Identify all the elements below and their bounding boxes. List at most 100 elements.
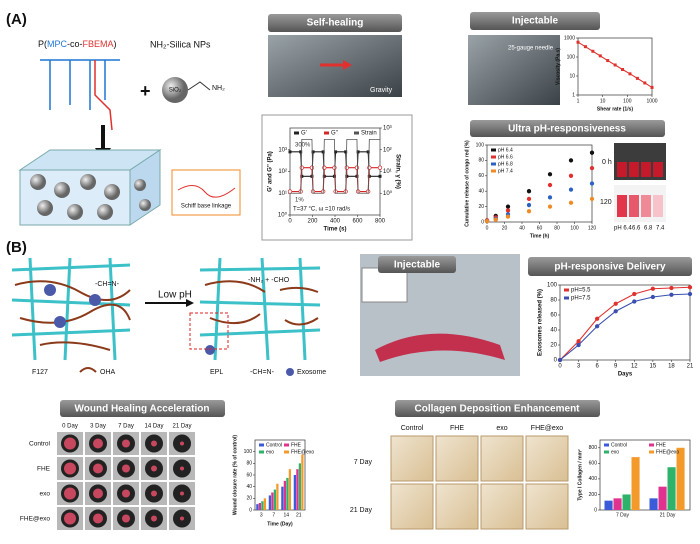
shape [44,284,56,296]
label: OHA [100,369,116,376]
x-tick-label: 7 Day [616,512,630,518]
marker [547,195,553,200]
y-tick-label: 200 [589,492,598,498]
label: F127 [32,369,48,376]
marker [598,54,602,58]
shape [653,162,663,177]
y-tick-label: 40 [550,328,557,334]
bar [276,483,279,510]
marker [526,189,532,194]
column-label: 21 Day [172,424,191,430]
x-tick-label: 40 [519,225,525,231]
line [559,293,691,361]
x-tick-label: 0 [288,219,292,225]
shape [80,174,96,190]
x-tick-label: 100 [623,98,632,104]
bar [301,454,304,510]
row-label: FHE@exo [20,516,50,523]
line [290,138,380,194]
y-tick-label: 100 [567,54,576,60]
legend-label: G'' [331,131,338,137]
wound [64,487,76,500]
bar [261,501,264,510]
label: NH₂ [212,85,225,92]
marker [669,285,674,291]
marker [505,214,511,219]
legend-label: FHE [656,442,667,448]
y-tick-label: 60 [550,313,557,319]
x-tick-label: 15 [650,364,657,370]
shape [629,195,639,217]
x-tick-label: 14 [283,512,289,518]
wound [180,491,184,496]
shape [37,200,53,216]
marker [505,204,511,209]
shape [629,162,639,177]
marker [568,158,574,163]
marker [650,286,656,291]
wound [180,466,184,471]
marker [591,49,595,53]
marker [288,150,292,154]
shape [641,162,651,177]
tissue-photo [480,483,524,530]
marker [613,301,618,306]
shape [40,59,120,110]
legend-label: exo [611,449,619,455]
x-tick-label: 120 [588,225,597,231]
wound [122,489,130,498]
wound [122,439,130,448]
shape [11,257,131,361]
bar [273,489,276,510]
y-tick-label: 10³ [278,147,287,153]
legend-swatch [491,169,496,173]
x-tick-label: 21 [296,512,302,518]
legend-swatch [284,450,289,454]
label: Gravity [370,87,393,94]
line [559,286,691,361]
y-tick-label: 80 [478,158,484,164]
chart: 0 200 400 600 800 7 Day 21 Day Type I Collagen … [577,439,691,518]
bar [676,447,685,510]
marker [613,63,617,67]
label: 25-gauge needle [508,46,554,52]
label: (A) [6,11,27,28]
x-axis-label: Time (Day) [267,521,293,527]
shape [94,60,113,131]
marker [322,165,327,170]
column-label: 7 Day [118,424,134,430]
wound [122,514,130,523]
row-label: 21 Day [350,507,373,514]
marker [557,357,563,363]
marker [589,181,595,186]
marker [589,165,595,171]
legend-swatch [564,296,569,300]
marker [687,285,693,290]
y-tick-label: 40 [246,484,252,490]
shape [205,345,215,355]
bar [622,494,631,510]
shape [641,195,651,217]
marker [568,173,574,178]
x-tick-label: 7 [272,512,275,518]
x-tick-label: 100 [570,225,579,231]
y-axis-label: Wound closure rate (% of control) [232,435,238,516]
y-tick-label: 0 [249,507,252,513]
legend-label: FHE@exo [656,449,679,455]
bar [283,480,286,510]
y-tick-label: 100 [244,449,253,455]
label: Injectable [512,16,559,27]
x-tick-label: 21 Day [660,512,676,518]
y-tick-label: 20 [246,496,252,502]
y-tick-label: 10 [569,73,575,79]
marker [484,219,490,224]
bar [268,495,271,510]
marker [311,150,315,154]
legend-label: FHE [291,442,302,448]
column-label: FHE [450,425,464,432]
wound [64,437,76,450]
marker [583,45,587,49]
marker [547,182,553,188]
tissue-photo [390,435,434,482]
label: Self-healing [307,18,364,29]
